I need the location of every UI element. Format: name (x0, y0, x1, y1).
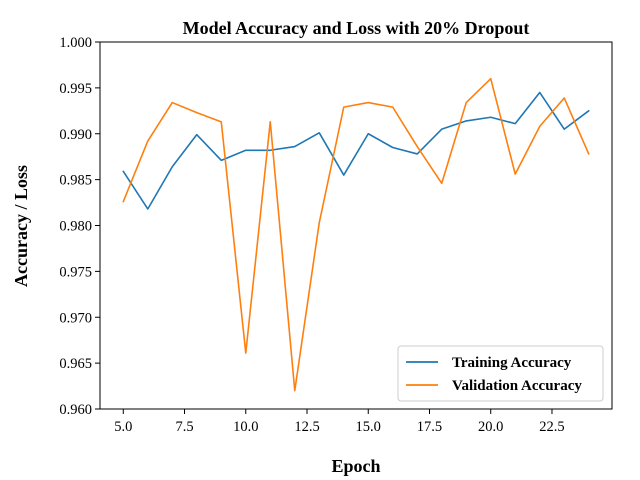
y-tick-label: 0.965 (59, 356, 92, 372)
y-tick-label: 0.985 (59, 173, 92, 189)
x-tick-label: 22.5 (539, 419, 564, 435)
y-tick-label: 0.980 (59, 219, 92, 235)
x-tick-label: 20.0 (478, 419, 503, 435)
chart-legend: Training Accuracy Validation Accuracy (397, 345, 604, 402)
x-tick-label: 7.5 (175, 419, 193, 435)
x-axis-label: Epoch (331, 456, 380, 476)
y-tick-label: 0.975 (59, 264, 92, 280)
x-tick-label: 12.5 (294, 419, 319, 435)
y-axis-label: Accuracy / Loss (11, 165, 31, 287)
y-tick-label: 0.995 (59, 81, 92, 97)
legend-label: Validation Accuracy (452, 378, 582, 394)
x-tick-label: 17.5 (417, 419, 442, 435)
y-tick-label: 0.990 (59, 127, 92, 143)
x-tick-label: 15.0 (356, 419, 381, 435)
series-line-training-accuracy (122, 91, 590, 210)
y-tick-label: 0.970 (59, 310, 92, 326)
x-tick-label: 5.0 (114, 419, 132, 435)
x-tick-label: 10.0 (233, 419, 258, 435)
series-line-validation-accuracy (122, 77, 590, 392)
y-tick-label: 1.000 (59, 35, 92, 51)
y-tick-label: 0.960 (59, 402, 92, 418)
legend-box (397, 345, 604, 402)
legend-label: Training Accuracy (452, 355, 572, 371)
chart-title: Model Accuracy and Loss with 20% Dropout (183, 18, 530, 38)
plot-area: 5.0 7.5 10.0 12.5 15.0 17.5 20.0 22.5 0.960 0.965… (59, 35, 613, 435)
